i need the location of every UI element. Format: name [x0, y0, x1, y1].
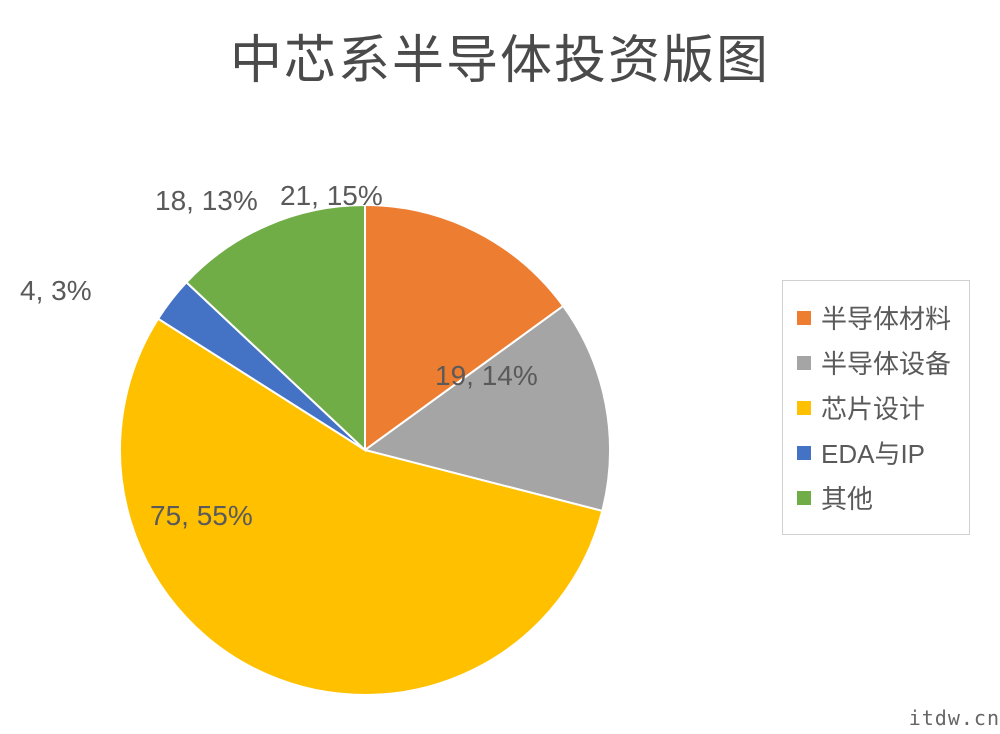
slice-label-2: 75, 55% — [150, 500, 253, 532]
legend-swatch-4 — [797, 491, 811, 505]
watermark: itdw.cn — [909, 706, 1000, 730]
chart-container: 中芯系半导体投资版图 21, 15% 19, 14% 75, 55% 4, 3% 18,… — [0, 0, 1000, 734]
legend-swatch-1 — [797, 356, 811, 370]
legend-item-4: 其他 — [797, 479, 951, 516]
legend-item-0: 半导体材料 — [797, 299, 951, 336]
slice-label-4: 18, 13% — [155, 185, 258, 217]
legend-label-3: EDA与IP — [821, 434, 925, 471]
legend-item-1: 半导体设备 — [797, 344, 951, 381]
slice-label-0: 21, 15% — [280, 180, 383, 212]
legend-label-4: 其他 — [821, 479, 873, 516]
pie-chart: 21, 15%19, 14%75, 55%4, 3%18, 13% — [50, 160, 630, 720]
slice-label-1: 19, 14% — [435, 360, 538, 392]
chart-title: 中芯系半导体投资版图 — [0, 18, 1000, 93]
legend-label-2: 芯片设计 — [821, 389, 925, 426]
legend-item-3: EDA与IP — [797, 434, 951, 471]
legend-swatch-2 — [797, 401, 811, 415]
legend-swatch-0 — [797, 311, 811, 325]
legend-item-2: 芯片设计 — [797, 389, 951, 426]
slice-label-3: 4, 3% — [20, 275, 92, 307]
legend-label-1: 半导体设备 — [821, 344, 951, 381]
legend: 半导体材料半导体设备芯片设计 EDA与IP 其他 — [782, 280, 970, 535]
legend-label-0: 半导体材料 — [821, 299, 951, 336]
legend-swatch-3 — [797, 446, 811, 460]
